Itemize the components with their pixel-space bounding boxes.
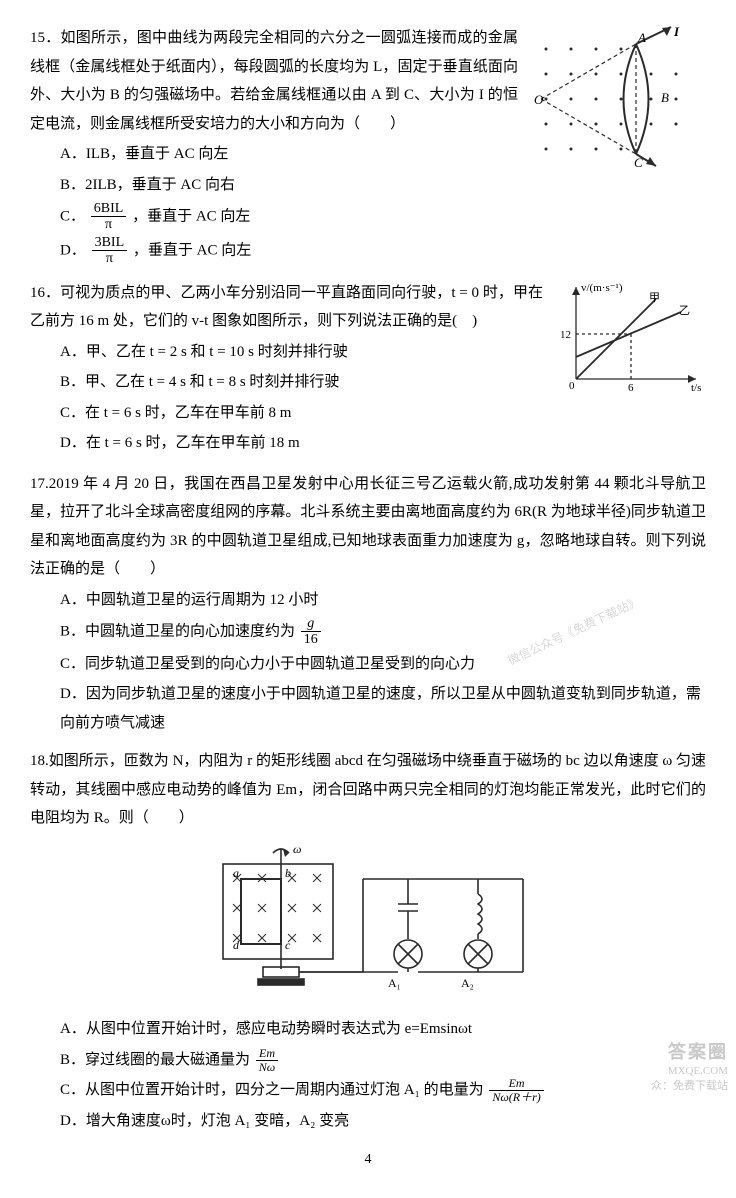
question-16: v/(m·s⁻¹) t/s 12 6 0 甲 乙 16．可视为质点的甲、乙两小车… <box>30 279 706 460</box>
q18-opt-a: A．从图中位置开始计时，感应电动势瞬时表达式为 e=Emsinωt <box>60 1015 706 1044</box>
q18-opt-b-prefix: B．穿过线圈的最大磁通量为 <box>60 1052 250 1068</box>
question-18: 18.如图所示，匝数为 N，内阻为 r 的矩形线圈 abcd 在匀强磁场中绕垂直… <box>30 747 706 1135</box>
fig18-a: a <box>233 866 239 880</box>
fig16-yi: 乙 <box>679 304 690 317</box>
fig15-label-A: A <box>637 30 646 45</box>
fig18-omega: ω <box>293 842 301 856</box>
figure-q16: v/(m·s⁻¹) t/s 12 6 0 甲 乙 <box>551 279 706 405</box>
question-17: 17.2019 年 4 月 20 日，我国在西昌卫星发射中心用长征三号乙运载火箭… <box>30 470 706 738</box>
q17-stem: 17.2019 年 4 月 20 日，我国在西昌卫星发射中心用长征三号乙运载火箭… <box>30 470 706 584</box>
fig16-ylabel: v/(m·s⁻¹) <box>581 282 623 294</box>
q15-opt-d: D． 3BIL π ，垂直于 AC 向左 <box>60 235 706 267</box>
q18-opt-b: B．穿过线圈的最大磁通量为 Em Nω <box>60 1046 706 1075</box>
q17-opt-b: B．中圆轨道卫星的向心加速度约为 g 16 <box>60 616 706 648</box>
q15-opt-d-suffix: ，垂直于 AC 向左 <box>133 242 251 258</box>
q15-opt-c: C． 6BIL π ，垂直于 AC 向左 <box>60 201 706 233</box>
fraction-icon: Em Nω <box>256 1047 278 1074</box>
fig16-jia: 甲 <box>649 292 660 304</box>
fig18-d: d <box>233 938 240 952</box>
q17-opt-d: D．因为同步轨道卫星的速度小于中圆轨道卫星的速度，所以卫星从中圆轨道变轨到同步轨… <box>60 680 706 737</box>
q18-options: A．从图中位置开始计时，感应电动势瞬时表达式为 e=Emsinωt B．穿过线圈… <box>30 1015 706 1135</box>
q15-opt-d-prefix: D． <box>60 242 86 258</box>
q15-opt-c-suffix: ，垂直于 AC 向左 <box>132 208 250 224</box>
fig18-a2: A₂ <box>461 976 474 990</box>
q17-opt-a: A．中圆轨道卫星的运行周期为 12 小时 <box>60 586 706 615</box>
fig18-a1: A₁ <box>388 976 401 990</box>
fig15-label-O: O <box>534 92 544 107</box>
fig16-xtick: 6 <box>628 382 634 394</box>
q18-stem: 18.如图所示，匝数为 N，内阻为 r 的矩形线圈 abcd 在匀强磁场中绕垂直… <box>30 747 706 833</box>
fig15-label-I: I <box>673 24 680 39</box>
fraction-icon: Em Nω(R＋r) <box>489 1077 543 1104</box>
fraction-icon: g 16 <box>301 616 321 648</box>
page-number: 4 <box>30 1147 706 1174</box>
fraction-icon: 6BIL π <box>91 201 127 233</box>
q17-opt-b-prefix: B．中圆轨道卫星的向心加速度约为 <box>60 623 295 639</box>
q17-opt-c: C．同步轨道卫星受到的向心力小于中圆轨道卫星受到的向心力 <box>60 650 706 679</box>
fraction-icon: 3BIL π <box>92 235 128 267</box>
question-15: O A B C I 15．如图所示，图中曲线为两段完全相同的六分之一圆弧连接而成… <box>30 24 706 269</box>
fig16-ytick: 12 <box>560 329 571 341</box>
q17-options: A．中圆轨道卫星的运行周期为 12 小时 B．中圆轨道卫星的向心加速度约为 g … <box>30 586 706 738</box>
fig18-c: c <box>285 938 291 952</box>
fig18-b: b <box>285 866 291 880</box>
figure-q15: O A B C I <box>526 24 706 180</box>
figure-q18: a b c d ω A₁ A₂ <box>30 839 706 1010</box>
q18-opt-c: C．从图中位置开始计时，四分之一周期内通过灯泡 A₁ 的电量为 Em Nω(R＋… <box>60 1076 706 1105</box>
q16-opt-d: D．在 t = 6 s 时，乙车在甲车前 18 m <box>60 429 706 458</box>
fig16-origin: 0 <box>569 380 575 392</box>
q15-opt-c-prefix: C． <box>60 208 85 224</box>
fig15-label-C: C <box>634 155 643 169</box>
q18-opt-d: D．增大角速度ω时，灯泡 A₁ 变暗，A₂ 变亮 <box>60 1107 706 1136</box>
fig15-label-B: B <box>661 90 669 105</box>
fig16-xlabel: t/s <box>691 382 701 394</box>
q18-opt-c-prefix: C．从图中位置开始计时，四分之一周期内通过灯泡 A₁ 的电量为 <box>60 1082 484 1098</box>
